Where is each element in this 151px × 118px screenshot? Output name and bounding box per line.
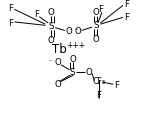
Text: F: F bbox=[124, 13, 129, 22]
Text: O: O bbox=[93, 8, 99, 17]
Text: ⁻: ⁻ bbox=[69, 29, 72, 35]
Text: F: F bbox=[114, 81, 119, 90]
Text: ⁻: ⁻ bbox=[75, 29, 78, 35]
Text: O: O bbox=[55, 58, 61, 67]
Text: +++: +++ bbox=[66, 41, 85, 50]
Text: O: O bbox=[48, 36, 55, 45]
Text: ⁻: ⁻ bbox=[49, 59, 52, 65]
Text: F: F bbox=[98, 5, 103, 14]
Text: CF₃: CF₃ bbox=[92, 77, 105, 86]
Text: F: F bbox=[8, 19, 13, 27]
Text: O: O bbox=[48, 8, 55, 17]
Text: O: O bbox=[54, 80, 61, 89]
Text: F: F bbox=[8, 4, 13, 13]
Text: Tb: Tb bbox=[51, 43, 66, 56]
Text: O: O bbox=[86, 68, 92, 77]
Text: F: F bbox=[96, 91, 101, 100]
Text: S: S bbox=[70, 68, 75, 77]
Text: O: O bbox=[69, 55, 76, 64]
Text: F: F bbox=[124, 0, 129, 9]
Text: O: O bbox=[93, 35, 99, 44]
Text: F: F bbox=[34, 10, 40, 19]
Text: S: S bbox=[49, 22, 54, 31]
Text: O: O bbox=[74, 27, 81, 36]
Text: S: S bbox=[93, 21, 99, 30]
Text: O: O bbox=[65, 27, 72, 36]
